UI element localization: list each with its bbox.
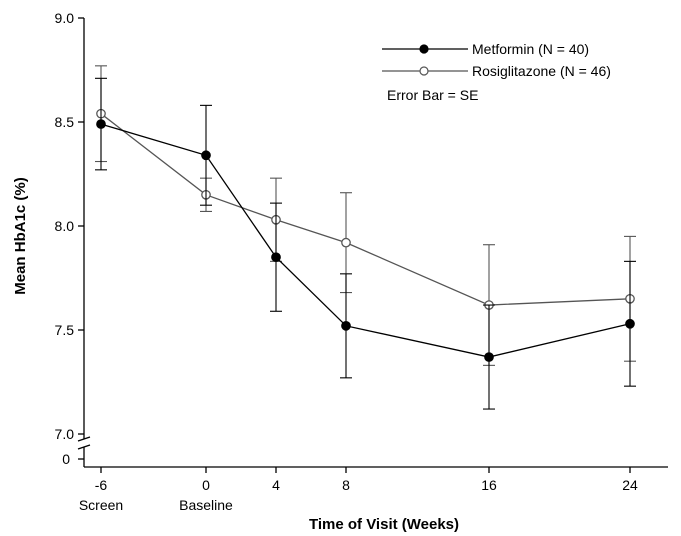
data-point: [341, 237, 351, 248]
data-point: [484, 352, 494, 362]
legend-rosiglitazone-label: Rosiglitazone (N = 46): [472, 63, 611, 79]
y-axis: 9.0 8.5 8.0 7.5 7.0 0: [55, 10, 91, 467]
legend-metformin-marker: [419, 44, 429, 54]
x-tick-sublabel: Screen: [79, 497, 123, 513]
data-point: [96, 119, 106, 129]
y-tick-label: 0: [62, 451, 70, 467]
series-line: [100, 113, 631, 306]
x-tick-label: -6: [95, 477, 108, 493]
y-tick-label: 7.5: [55, 322, 75, 338]
error-bar-note: Error Bar = SE: [387, 87, 478, 103]
y-axis-title: Mean HbA1c (%): [12, 177, 29, 295]
legend-metformin-label: Metformin (N = 40): [472, 41, 589, 57]
x-tick-label: 24: [622, 477, 638, 493]
x-tick-label: 0: [202, 477, 210, 493]
x-axis-title: Time of Visit (Weeks): [309, 516, 459, 533]
series-rosiglitazone: [95, 65, 636, 366]
data-point: [341, 320, 351, 331]
x-tick-label: 4: [272, 477, 280, 493]
legend-rosiglitazone-marker: [419, 66, 429, 76]
data-point: [201, 150, 211, 161]
data-point: [271, 252, 281, 263]
y-axis-break-mark: [77, 436, 91, 442]
y-tick-label: 8.0: [55, 218, 75, 234]
series-line: [100, 123, 631, 358]
x-tick-label: 16: [481, 477, 497, 493]
x-tick-sublabel: Baseline: [179, 497, 233, 513]
y-axis-break-mark: [77, 444, 91, 450]
series-metformin: [95, 77, 636, 410]
y-tick-label: 8.5: [55, 114, 75, 130]
data-point: [625, 318, 635, 329]
legend: Metformin (N = 40) Rosiglitazone (N = 46…: [382, 41, 611, 103]
series-layer: [95, 65, 636, 410]
x-axis: -6 Screen 0 Baseline 4 8 16 24: [79, 466, 668, 513]
y-tick-label: 9.0: [55, 10, 75, 26]
x-tick-label: 8: [342, 477, 350, 493]
y-tick-label: 7.0: [55, 426, 75, 442]
